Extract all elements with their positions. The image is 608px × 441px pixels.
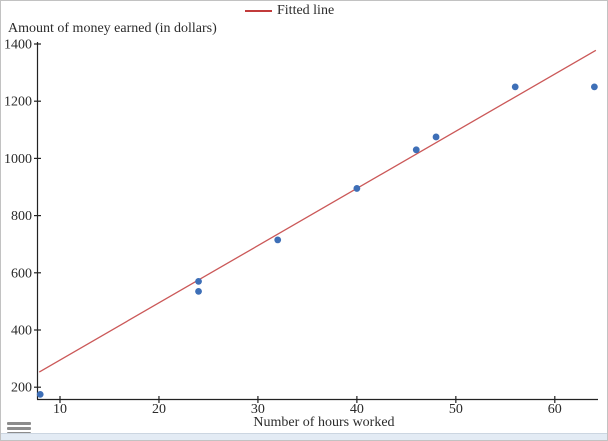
bottom-strip bbox=[1, 433, 607, 440]
x-tick-label: 20 bbox=[152, 402, 166, 417]
data-point bbox=[412, 146, 420, 154]
y-tick-label: 400 bbox=[11, 324, 32, 339]
y-tick-label: 800 bbox=[11, 209, 32, 224]
data-point bbox=[511, 83, 519, 91]
data-point bbox=[274, 236, 282, 244]
chart-legend: Fitted line bbox=[245, 3, 334, 19]
data-point bbox=[195, 277, 202, 285]
y-tick-label: 1400 bbox=[4, 38, 32, 53]
y-tick-label: 200 bbox=[11, 381, 32, 396]
x-tick-label: 10 bbox=[53, 402, 67, 417]
fitted-line-legend-swatch bbox=[245, 10, 272, 12]
y-tick-label: 600 bbox=[11, 266, 32, 281]
y-tick-label: 1200 bbox=[4, 95, 32, 110]
data-point bbox=[590, 83, 598, 91]
data-point bbox=[195, 287, 202, 295]
data-point bbox=[353, 185, 361, 192]
fitted-line bbox=[38, 49, 597, 373]
data-point bbox=[36, 390, 44, 398]
x-tick-label: 60 bbox=[548, 402, 562, 417]
x-tick-label: 30 bbox=[251, 402, 265, 417]
x-tick-label: 40 bbox=[350, 402, 364, 417]
y-tick-label: 1000 bbox=[4, 152, 32, 167]
x-tick-label: 50 bbox=[449, 402, 463, 417]
data-point bbox=[432, 133, 440, 141]
fitted-line-legend-label: Fitted line bbox=[277, 3, 335, 18]
y-axis-title: Amount of money earned (in dollars) bbox=[8, 21, 217, 36]
x-axis-title: Number of hours worked bbox=[253, 415, 395, 430]
